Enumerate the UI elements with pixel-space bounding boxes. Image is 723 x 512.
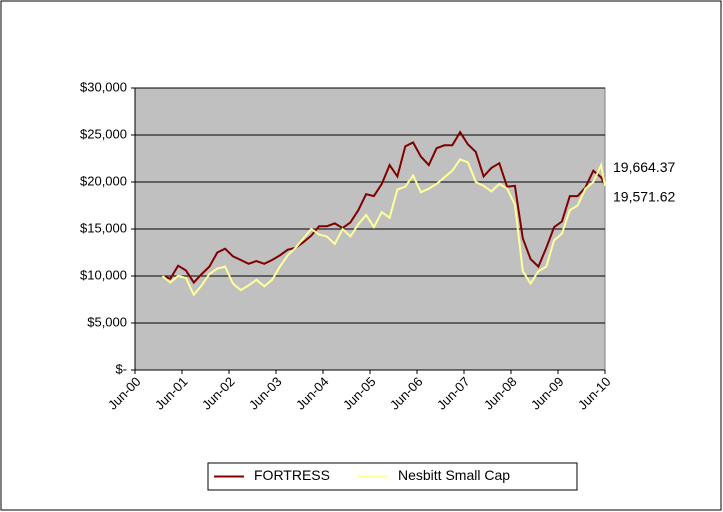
legend-label: FORTRESS — [254, 467, 330, 483]
y-tick-label: $5,000 — [87, 314, 127, 329]
y-tick-label: $10,000 — [80, 267, 127, 282]
series-line — [161, 158, 606, 297]
y-tick-label: $30,000 — [80, 79, 127, 94]
y-tick-label: $15,000 — [80, 220, 127, 235]
y-tick-label: $25,000 — [80, 126, 127, 141]
value-label: 19,571.62 — [613, 189, 675, 205]
legend-label: Nesbitt Small Cap — [398, 467, 510, 483]
value-label: 19,664.37 — [613, 159, 675, 175]
y-tick-label: $- — [115, 361, 127, 376]
y-tick-label: $20,000 — [80, 173, 127, 188]
series-line — [162, 130, 606, 285]
legend-box — [207, 462, 578, 491]
